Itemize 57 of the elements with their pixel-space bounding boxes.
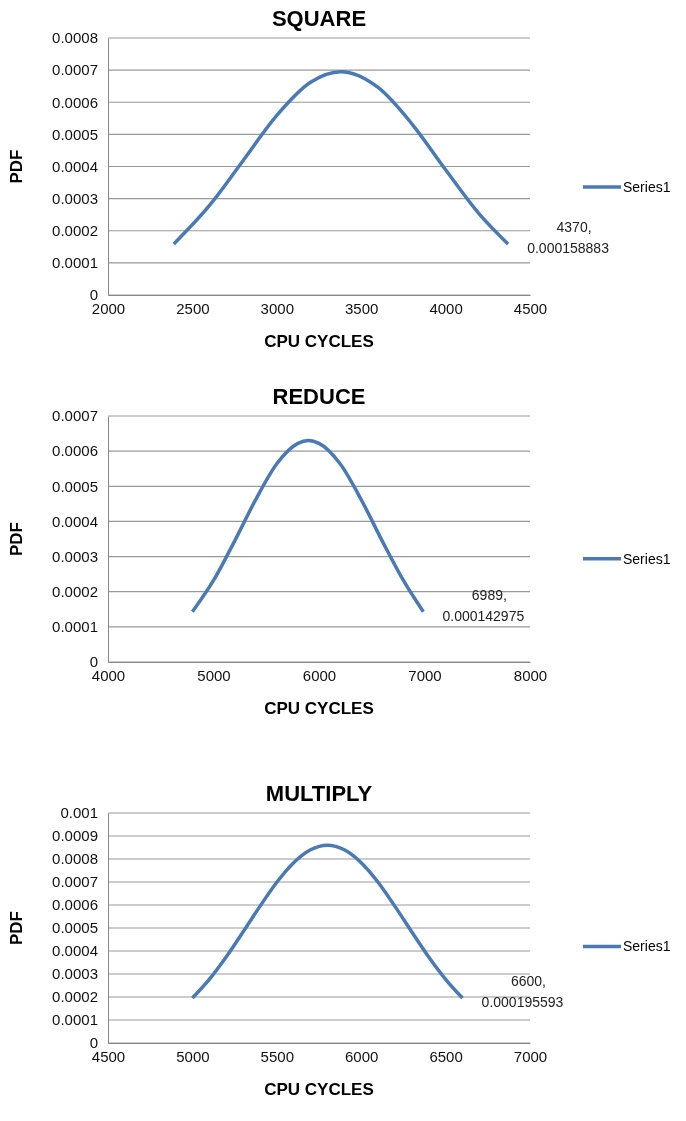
x-tick-label: 5000	[176, 1047, 210, 1065]
y-tick-label: 0.0007	[52, 873, 98, 891]
legend-label: Series1	[623, 550, 671, 567]
legend-label: Series1	[623, 938, 671, 955]
annotation: 4370, 0.000158883	[527, 218, 610, 256]
y-tick-label: 0.0002	[52, 988, 98, 1006]
legend-label: Series1	[623, 179, 671, 196]
x-tick-label: 4000	[429, 299, 463, 317]
y-tick-label: 0.0005	[52, 477, 98, 495]
line-series	[190, 843, 465, 1000]
y-tick-label: 0.0008	[52, 850, 98, 868]
chart-title: SQUARE	[271, 6, 367, 31]
y-tick-label: 0.0001	[52, 254, 98, 272]
x-tick-label: 6500	[429, 1047, 463, 1065]
x-tick-label: 6000	[302, 666, 337, 684]
y-tick-label: 0.0004	[52, 157, 98, 175]
y-tick-label: 0.0002	[52, 583, 98, 601]
y-tick-label: 0.0005	[52, 125, 98, 143]
chart-title: MULTIPLY	[265, 781, 373, 806]
y-tick-label: 0.0007	[52, 407, 98, 425]
x-tick-label: 6000	[345, 1047, 379, 1065]
y-axis-title: PDF	[7, 149, 26, 184]
y-tick-label: 0.0006	[52, 93, 98, 111]
x-tick-label: 7000	[513, 1047, 548, 1065]
x-tick-label: 5000	[197, 666, 231, 684]
y-tick-label: 0.0001	[52, 1011, 98, 1029]
x-tick-label: 3500	[345, 299, 379, 317]
y-tick-label: 0.0009	[52, 827, 98, 845]
x-tick-label: 4500	[513, 299, 548, 317]
y-tick-label: 0.0006	[52, 442, 98, 460]
y-tick-label: 0.0004	[52, 942, 98, 960]
y-tick-label: 0.0006	[52, 896, 98, 914]
x-tick-label: 3000	[260, 299, 294, 317]
y-tick-label: 0.0003	[52, 189, 98, 207]
y-tick-label: 0.0007	[52, 61, 98, 79]
y-tick-label: 0.001	[60, 804, 98, 822]
annotation: 6600, 0.000195593	[481, 973, 564, 1011]
x-tick-label: 7000	[408, 666, 442, 684]
y-axis-title: PDF	[7, 522, 26, 556]
x-tick-label: 2500	[176, 299, 210, 317]
line-series	[190, 438, 426, 614]
annotation: 6989, 0.000142975	[442, 586, 525, 624]
x-axis-title: CPU CYCLES	[264, 1080, 374, 1099]
y-tick-label: 0.0002	[52, 222, 98, 240]
x-axis-title: CPU CYCLES	[264, 699, 374, 718]
y-axis-title: PDF	[7, 911, 26, 945]
x-tick-label: 5500	[260, 1047, 294, 1065]
x-tick-label: 8000	[513, 666, 548, 684]
x-axis-title: CPU CYCLES	[264, 332, 374, 351]
y-tick-label: 0.0003	[52, 547, 98, 565]
y-tick-label: 0.0001	[52, 618, 98, 636]
y-tick-label: 0.0008	[52, 29, 98, 47]
chart-title: REDUCE	[272, 384, 366, 409]
line-series	[172, 69, 510, 246]
y-tick-label: 0.0003	[52, 965, 98, 983]
y-tick-label: 0.0005	[52, 919, 98, 937]
y-tick-label: 0.0004	[52, 512, 98, 530]
